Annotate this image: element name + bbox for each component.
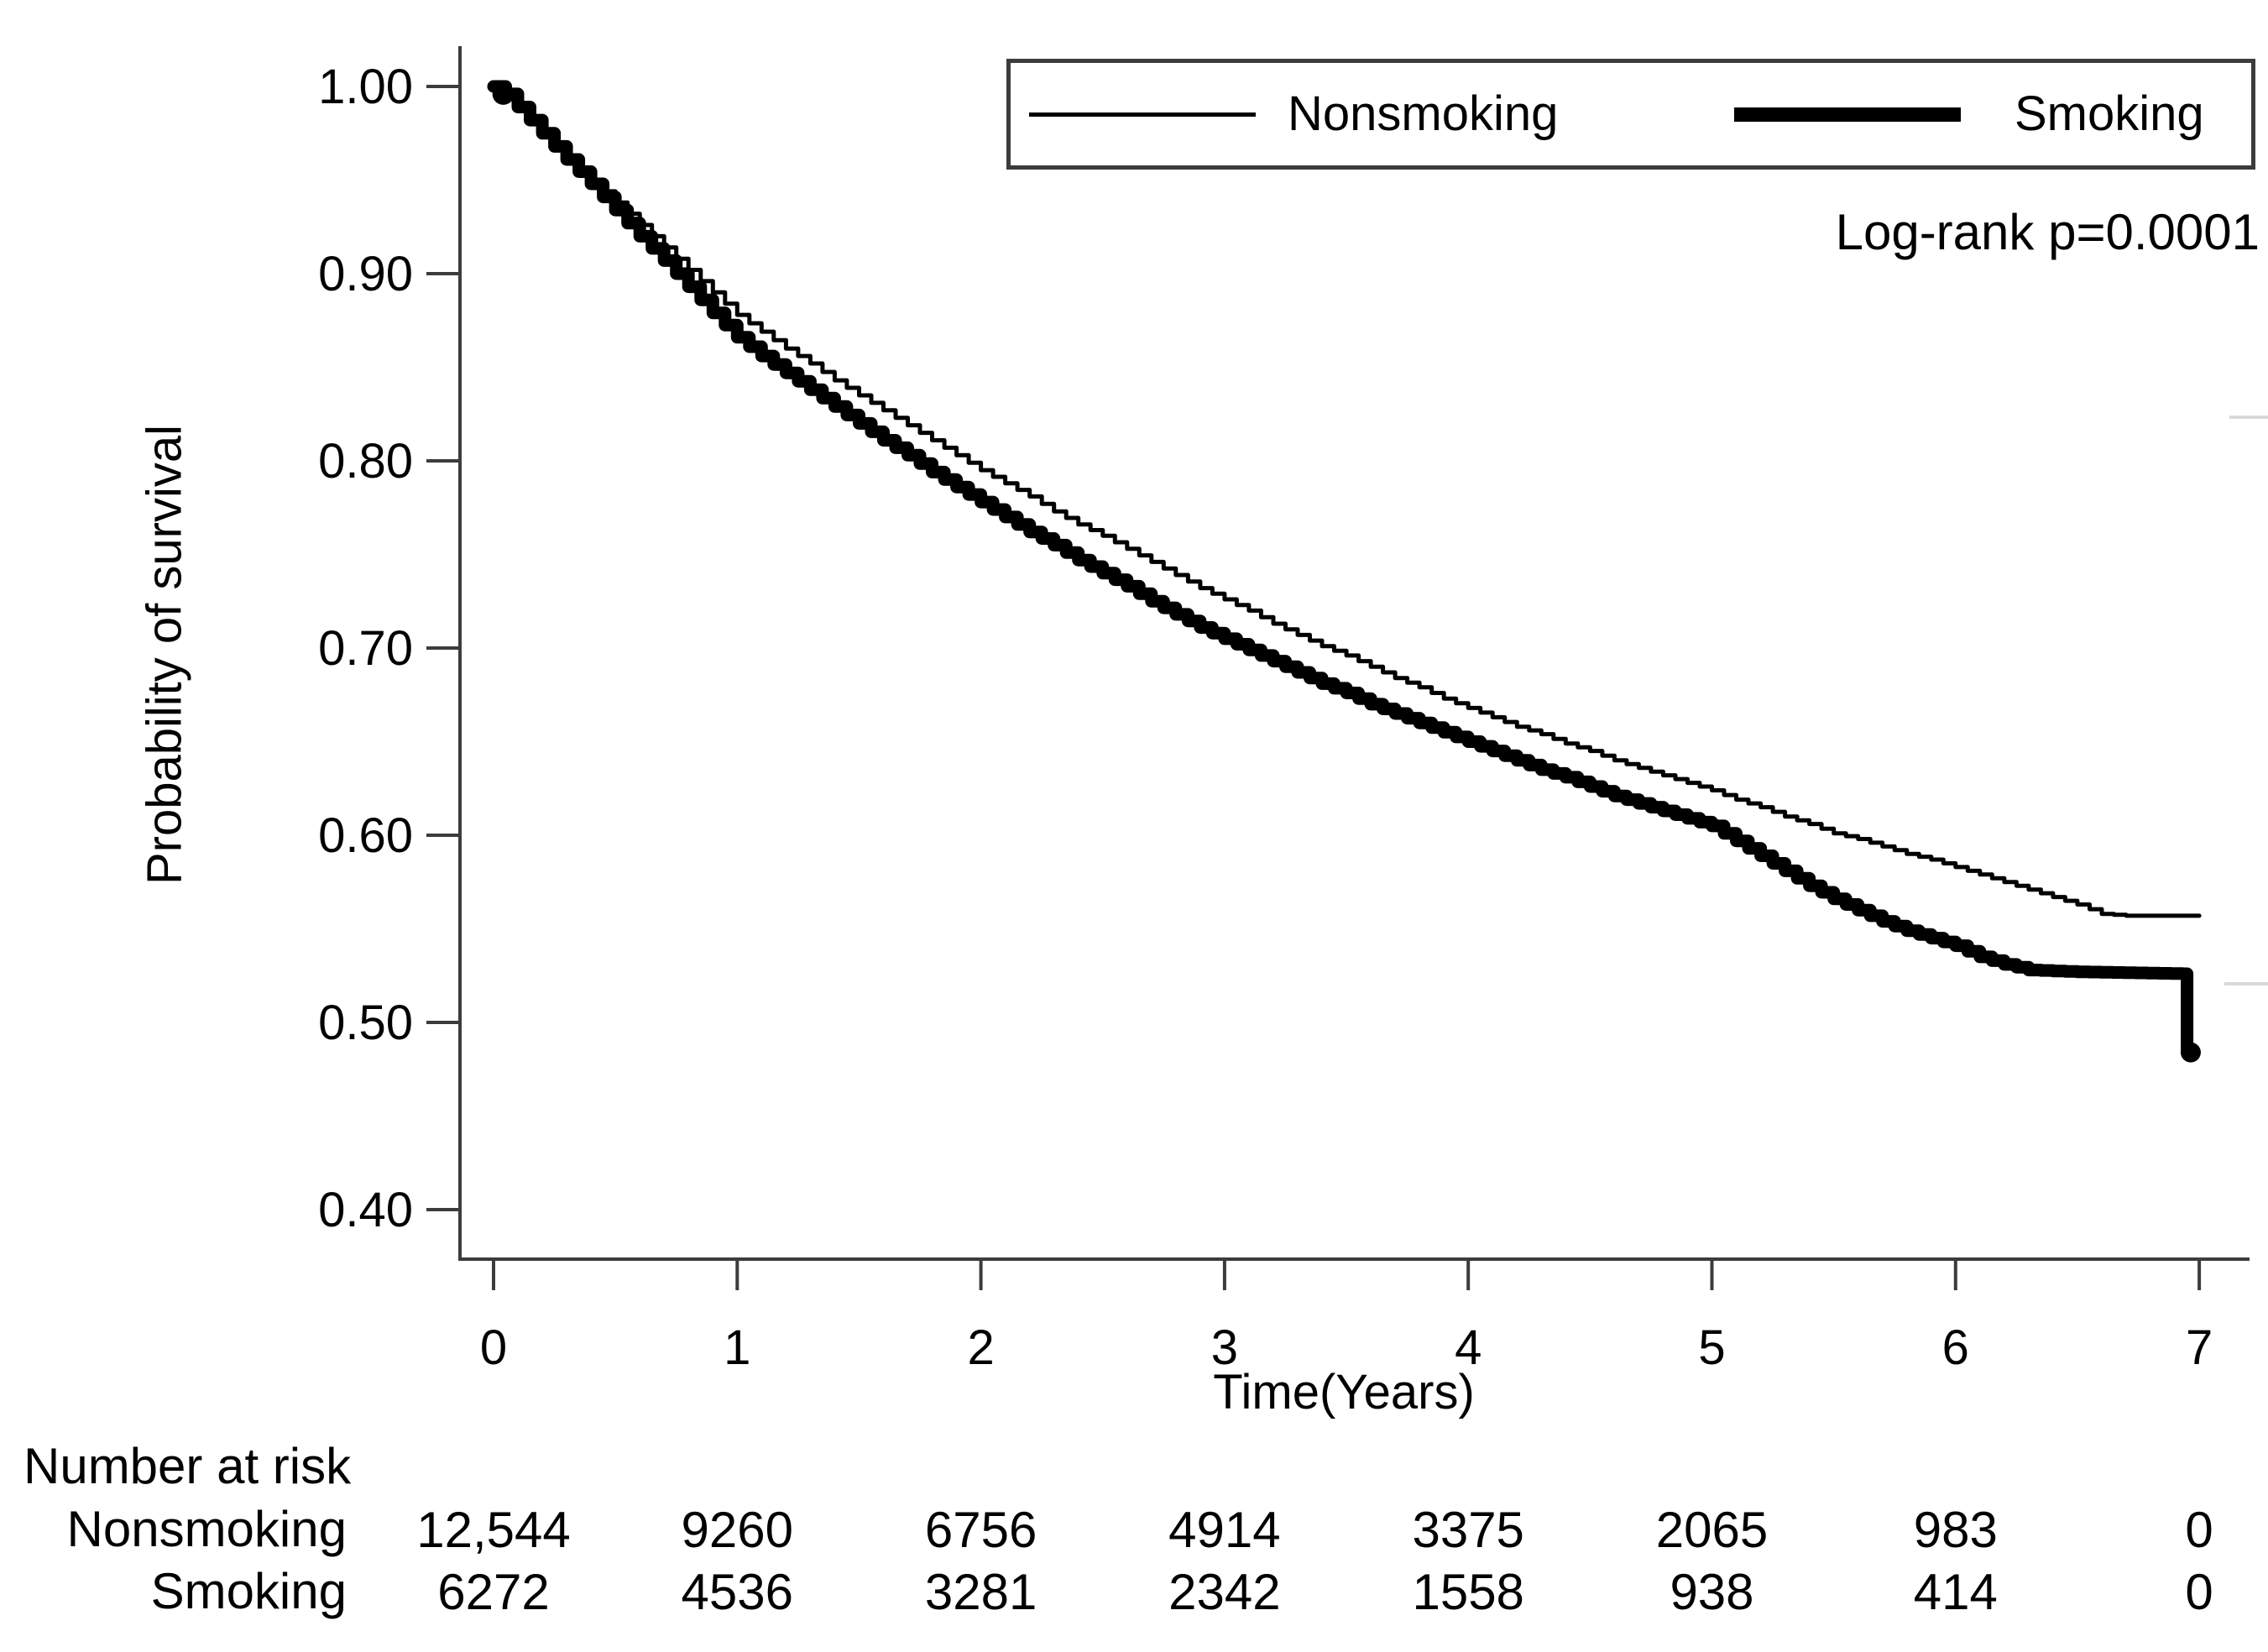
risk-count: 0 — [2185, 1564, 2213, 1620]
risk-count: 4914 — [1168, 1502, 1280, 1558]
y-tick-label: 1.00 — [318, 60, 413, 114]
risk-count: 6756 — [925, 1502, 1037, 1558]
risk-count: 938 — [1670, 1564, 1753, 1620]
nonsmoking-curve — [491, 84, 2202, 918]
x-tick-label: 6 — [1942, 1320, 1969, 1375]
risk-count: 983 — [1914, 1502, 1998, 1558]
risk-count: 3281 — [925, 1564, 1037, 1620]
risk-row-label-smoking: Smoking — [150, 1563, 347, 1619]
risk-count: 9260 — [682, 1502, 793, 1558]
x-tick-label: 1 — [724, 1320, 750, 1375]
smoking-curve-end-dot — [2180, 1042, 2201, 1063]
legend-label-smoking: Smoking — [2015, 86, 2204, 141]
x-tick-label: 5 — [1698, 1320, 1725, 1375]
risk-count: 6272 — [437, 1564, 549, 1620]
smoking-curve — [487, 80, 2201, 1059]
risk-count: 1558 — [1412, 1564, 1523, 1620]
x-tick-label: 4 — [1455, 1320, 1482, 1375]
y-tick-label: 0.70 — [318, 621, 413, 676]
y-tick-label: 0.50 — [318, 996, 413, 1050]
risk-count: 4536 — [682, 1564, 793, 1620]
y-tick-label: 0.80 — [318, 434, 413, 489]
smoking-line-swatch — [1734, 107, 1961, 122]
risk-count: 0 — [2185, 1502, 2213, 1558]
x-tick-label: 0 — [480, 1320, 507, 1375]
y-tick-label: 0.40 — [318, 1183, 413, 1237]
y-tick-label: 0.60 — [318, 808, 413, 863]
risk-count: 3375 — [1412, 1502, 1523, 1558]
y-tick-label: 0.90 — [318, 247, 413, 301]
risk-count: 2342 — [1168, 1564, 1280, 1620]
risk-count: 414 — [1914, 1564, 1998, 1620]
risk-row-label-nonsmoking: Nonsmoking — [66, 1501, 348, 1557]
legend-label-nonsmoking: Nonsmoking — [1288, 86, 1559, 141]
risk-count: 2065 — [1656, 1502, 1768, 1558]
risk-count: 12,544 — [416, 1502, 571, 1558]
curve-start-dot — [492, 82, 515, 105]
legend: Nonsmoking Smoking — [1006, 59, 2255, 170]
nonsmoking-line-swatch — [1029, 112, 1256, 117]
x-axis-title: Time(Years) — [1213, 1365, 1475, 1419]
edge-artifact — [2229, 416, 2268, 419]
x-tick-label: 7 — [2186, 1320, 2213, 1375]
log-rank-p-value: Log-rank p=0.0001 — [1835, 204, 2260, 260]
risk-table-title: Number at risk — [24, 1438, 352, 1494]
x-tick-label: 3 — [1211, 1320, 1238, 1375]
y-axis-title: Probability of survival — [137, 425, 192, 885]
x-tick-label: 2 — [967, 1320, 994, 1375]
edge-artifact — [2224, 982, 2268, 985]
